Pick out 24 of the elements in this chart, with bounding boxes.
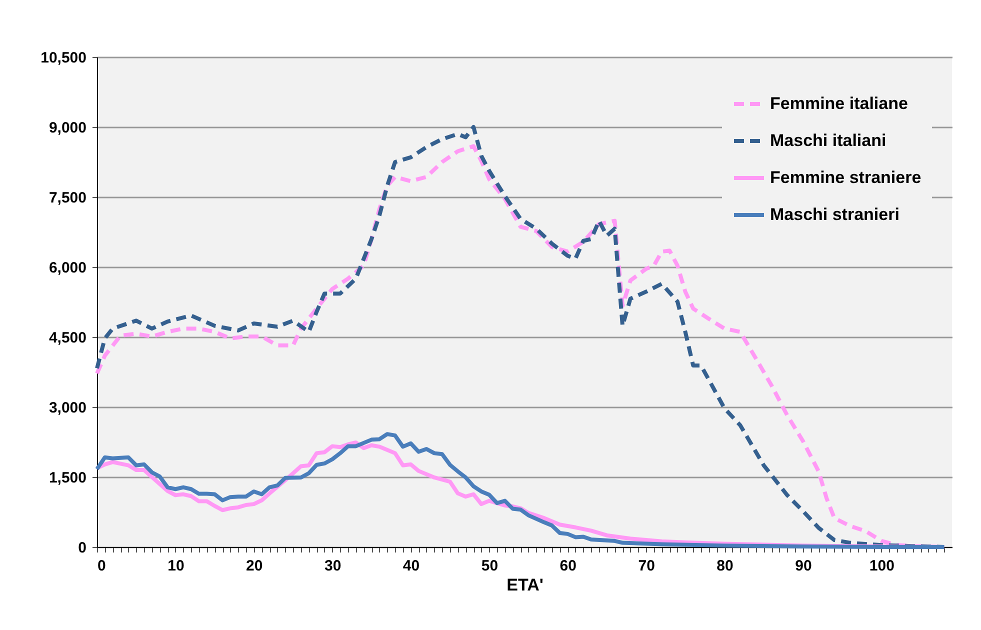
- x-axis-title: ETA': [506, 576, 544, 594]
- x-tick-label: 10: [168, 558, 184, 574]
- x-tick-label: 70: [638, 558, 655, 574]
- x-tick-label: 80: [716, 558, 734, 574]
- y-tick-label: 0: [78, 540, 86, 556]
- legend-label: Maschi italiani: [770, 131, 886, 150]
- x-tick-label: 0: [98, 558, 106, 574]
- y-tick-label: 7,500: [48, 190, 86, 206]
- y-tick-label: 3,000: [48, 400, 86, 416]
- x-tick-label: 20: [246, 558, 263, 574]
- x-tick-label: 40: [402, 558, 420, 574]
- legend-label: Maschi stranieri: [770, 205, 900, 224]
- y-tick-label: 9,000: [48, 120, 86, 136]
- x-tick-label: 30: [324, 558, 342, 574]
- legend-label: Femmine italiane: [770, 94, 908, 113]
- legend-label: Femmine straniere: [770, 168, 922, 187]
- y-tick-label: 10,500: [40, 50, 86, 66]
- y-tick-label: 4,500: [48, 330, 86, 346]
- x-tick-label: 60: [560, 558, 576, 574]
- y-tick-label: 6,000: [48, 260, 86, 276]
- x-tick-label: 90: [795, 558, 812, 574]
- x-tick-label: 100: [869, 558, 894, 574]
- x-tick-label: 50: [481, 558, 498, 574]
- y-tick-label: 1,500: [48, 470, 86, 486]
